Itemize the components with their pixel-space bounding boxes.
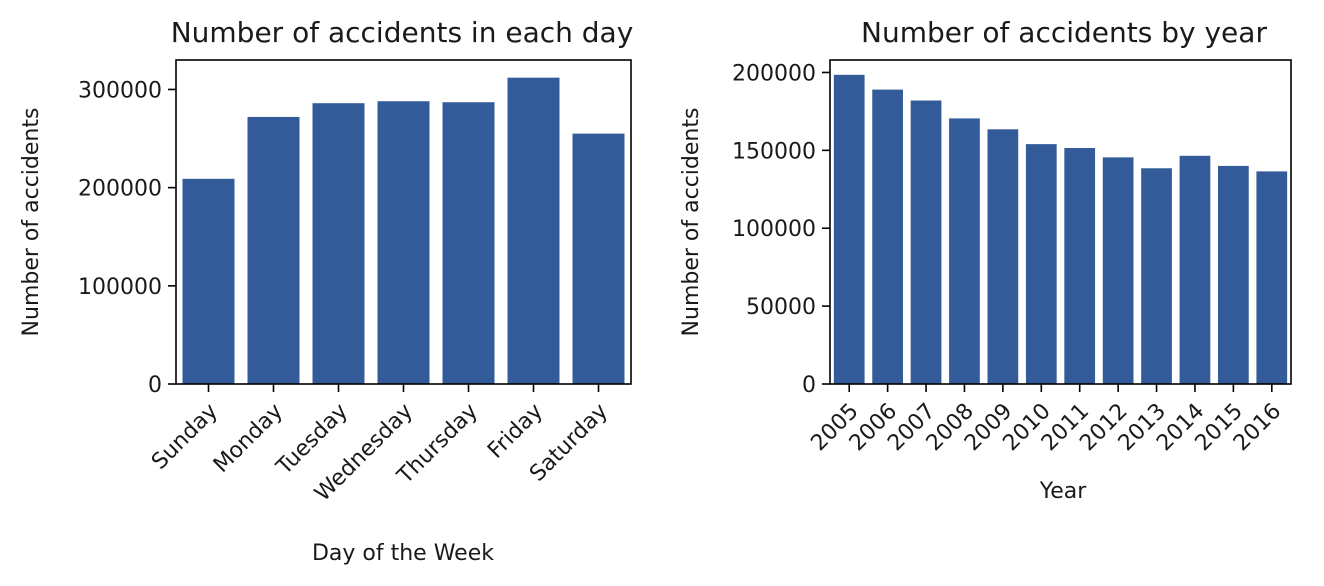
x-axis-label: Day of the Week <box>312 541 494 566</box>
x-axis-ticks: 2005200620072008200920102011201220132014… <box>806 384 1286 456</box>
y-tick-label: 300000 <box>78 78 162 103</box>
bar-2008 <box>949 118 980 384</box>
x-tick-label: Friday <box>483 399 548 464</box>
chart-title: Number of accidents by year <box>861 16 1267 49</box>
bar-saturday <box>572 133 625 384</box>
year-panel: Number of accidents by year 0 50000 100000… <box>679 16 1292 504</box>
bar-2011 <box>1064 148 1096 384</box>
bar-monday <box>247 116 300 384</box>
bar-2006 <box>872 89 903 384</box>
bar-thursday <box>442 102 495 384</box>
bar-2010 <box>1025 144 1057 384</box>
y-tick-label: 0 <box>148 373 162 398</box>
bar-series <box>182 77 625 385</box>
y-tick-label: 200000 <box>78 177 162 202</box>
bar-2016 <box>1256 171 1288 385</box>
bar-2014 <box>1179 155 1211 384</box>
bar-sunday <box>182 178 235 384</box>
bar-2005 <box>833 74 865 385</box>
x-axis-label: Year <box>1039 479 1088 504</box>
bar-wednesday <box>377 101 430 385</box>
y-tick-label: 50000 <box>746 295 816 320</box>
bar-2013 <box>1141 168 1172 384</box>
y-axis-ticks: 0 100000 200000 300000 <box>78 78 176 398</box>
day-of-week-panel: Number of accidents in each day 0 100000 2… <box>19 16 633 566</box>
bar-series <box>833 74 1288 385</box>
bar-friday <box>507 77 560 385</box>
y-axis-label: Number of accidents <box>19 108 44 337</box>
y-tick-label: 0 <box>802 373 816 398</box>
y-axis-ticks: 0 50000 100000 150000 200000 <box>732 61 830 398</box>
bar-tuesday <box>312 103 365 384</box>
plot-frame <box>829 59 1292 385</box>
chart-title: Number of accidents in each day <box>171 16 634 49</box>
y-axis-label: Number of accidents <box>679 108 704 337</box>
bar-2015 <box>1218 165 1249 384</box>
bar-2009 <box>987 129 1019 384</box>
y-tick-label: 150000 <box>732 139 816 164</box>
y-tick-label: 100000 <box>78 275 162 300</box>
bar-2007 <box>910 100 942 384</box>
y-tick-label: 100000 <box>732 217 816 242</box>
y-tick-label: 200000 <box>732 61 816 86</box>
bar-2012 <box>1102 157 1134 384</box>
